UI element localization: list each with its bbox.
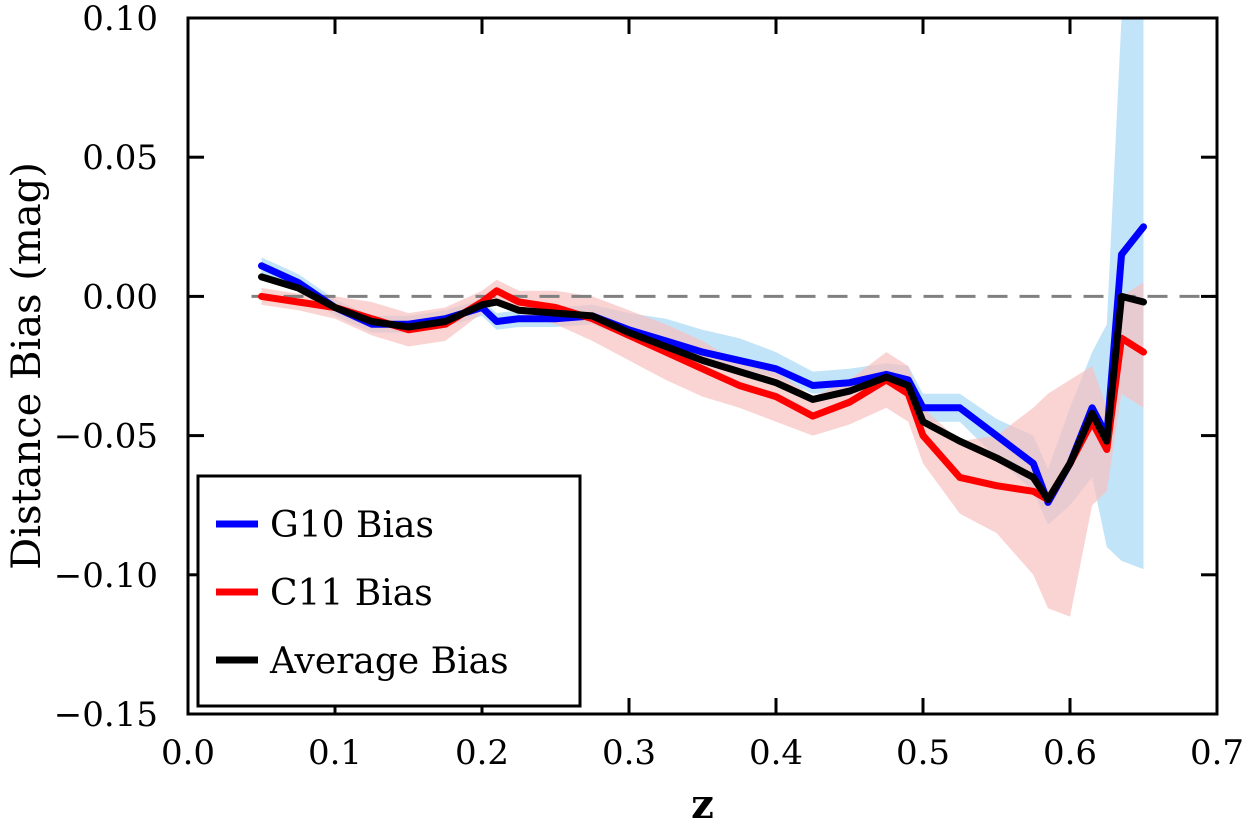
x-tick-label: 0.6	[1043, 733, 1097, 773]
x-axis-label: z	[691, 781, 714, 826]
x-tick-label: 0.7	[1190, 733, 1244, 773]
legend: G10 Bias C11 Bias Average Bias	[196, 474, 582, 708]
x-tick-label: 0.1	[308, 733, 362, 773]
series-lines	[258, 223, 1147, 506]
x-tick-label: 0.4	[749, 733, 803, 773]
legend-label: G10 Bias	[270, 505, 434, 546]
x-tick-label: 0.5	[896, 733, 950, 773]
y-tick-label: 0.00	[82, 277, 158, 317]
plot-frame	[186, 16, 1219, 716]
legend-label: Average Bias	[269, 641, 509, 682]
x-tick-label: 0.3	[602, 733, 656, 773]
y-tick-label: 0.10	[82, 0, 158, 39]
y-tick-label: −0.05	[54, 417, 158, 457]
legend-label: C11 Bias	[270, 573, 433, 614]
x-tick-label: 0.0	[161, 733, 215, 773]
y-axis-label: Distance Bias (mag)	[4, 162, 50, 570]
y-axis-ticks: 0.10 0.05 0.00 −0.05 −0.10 −0.15	[54, 0, 1217, 735]
legend-box	[196, 474, 582, 708]
x-tick-label: 0.2	[455, 733, 509, 773]
y-tick-label: −0.15	[54, 695, 158, 735]
series-line-average-bias	[258, 273, 1147, 504]
y-tick-label: 0.05	[82, 138, 158, 178]
y-tick-label: −0.10	[54, 556, 158, 596]
